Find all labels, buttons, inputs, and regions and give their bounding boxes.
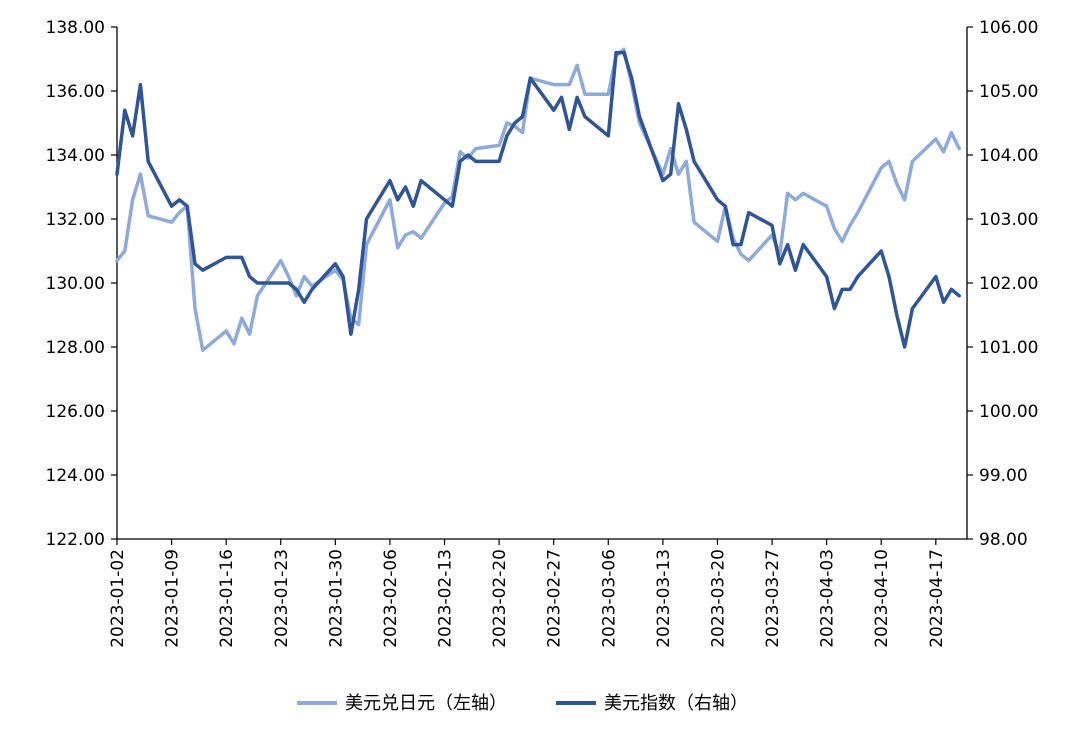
- x-tick-label: 2023-03-27: [763, 549, 783, 648]
- legend-label-usdjpy: 美元兑日元（左轴）: [345, 693, 507, 714]
- x-tick-label: 2023-03-20: [708, 549, 728, 648]
- left-tick-label: 138.00: [46, 18, 105, 38]
- legend-label-dxy: 美元指数（右轴）: [604, 693, 748, 714]
- x-tick-label: 2023-02-20: [490, 549, 510, 648]
- x-tick-label: 2023-01-23: [272, 549, 292, 648]
- right-tick-label: 98.00: [979, 530, 1028, 550]
- right-tick-label: 99.00: [979, 466, 1028, 486]
- right-tick-label: 100.00: [979, 402, 1038, 422]
- series-line-dxy: [115, 50, 961, 349]
- x-tick-label: 2023-01-16: [217, 549, 237, 648]
- x-tick-label: 2023-02-27: [545, 549, 565, 648]
- x-tick-label: 2023-01-02: [108, 549, 128, 648]
- x-tick-label: 2023-01-09: [163, 549, 183, 648]
- x-tick-label: 2023-02-13: [436, 549, 456, 648]
- left-tick-label: 136.00: [46, 82, 105, 102]
- left-tick-label: 124.00: [46, 466, 105, 486]
- right-tick-label: 105.00: [979, 82, 1038, 102]
- right-tick-label: 103.00: [979, 210, 1038, 230]
- right-tick-label: 104.00: [979, 146, 1038, 166]
- x-tick-label: 2023-01-30: [326, 549, 346, 648]
- right-tick-label: 106.00: [979, 18, 1038, 38]
- left-tick-label: 134.00: [46, 146, 105, 166]
- right-tick-label: 101.00: [979, 338, 1038, 358]
- axes-layer: 122.00 124.00 126.00 128.00 130.00 132.00 134.…: [46, 18, 1039, 648]
- series-layer: [115, 47, 961, 352]
- x-tick-label: 2023-04-10: [872, 549, 892, 648]
- left-tick-label: 128.00: [46, 338, 105, 358]
- x-tick-label: 2023-03-06: [599, 549, 619, 648]
- right-tick-label: 102.00: [979, 274, 1038, 294]
- left-tick-label: 126.00: [46, 402, 105, 422]
- left-tick-label: 122.00: [46, 530, 105, 550]
- x-tick-label: 2023-03-13: [654, 549, 674, 648]
- legend: 美元兑日元（左轴） 美元指数（右轴）: [297, 693, 748, 714]
- left-tick-label: 130.00: [46, 274, 105, 294]
- left-tick-label: 132.00: [46, 210, 105, 230]
- x-tick-label: 2023-04-17: [927, 549, 947, 648]
- x-tick-label: 2023-04-03: [818, 549, 838, 648]
- x-tick-label: 2023-02-06: [381, 549, 401, 648]
